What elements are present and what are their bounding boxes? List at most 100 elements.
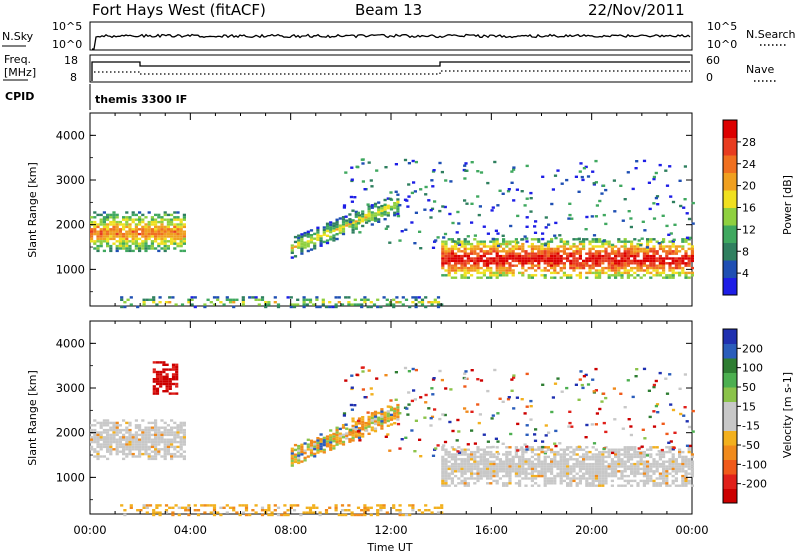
echo-cell (575, 460, 579, 463)
echo-cell (521, 458, 525, 461)
echo-cell (106, 244, 110, 248)
echo-cell (176, 445, 180, 449)
echo-cell (160, 438, 164, 441)
echo-cell (511, 259, 515, 263)
echo-cell (238, 504, 242, 507)
echo-cell (141, 228, 145, 231)
echo-cell (337, 513, 341, 517)
echo-cell (661, 422, 665, 425)
echo-cell (581, 178, 585, 182)
echo-cell (662, 262, 666, 265)
echo-cell (159, 373, 163, 376)
echo-cell (604, 479, 608, 483)
echo-cell (658, 257, 662, 260)
echo-cell (559, 477, 563, 480)
echo-cell (394, 163, 398, 166)
echo-cell (639, 453, 643, 456)
echo-cell (257, 298, 261, 301)
echo-cell (160, 228, 164, 231)
echo-cell (610, 462, 614, 466)
echo-cell (674, 262, 678, 265)
echo-cell (498, 460, 502, 463)
echo-cell (338, 437, 342, 440)
echo-cell (96, 421, 100, 425)
echo-cell (128, 223, 132, 226)
echo-cell (492, 472, 496, 475)
echo-cell (598, 254, 602, 258)
echo-cell (655, 250, 659, 253)
echo-cell (470, 266, 474, 270)
echo-cell (674, 479, 678, 483)
echo-cell (96, 213, 100, 217)
echo-cell (490, 209, 494, 212)
echo-cell (157, 228, 161, 231)
echo-cell (610, 259, 614, 263)
echo-cell (170, 230, 174, 233)
echo-cell (134, 431, 138, 434)
echo-cell (182, 249, 186, 253)
echo-cell (610, 257, 614, 260)
echo-cell (553, 479, 557, 483)
echo-cell (620, 259, 624, 263)
echo-cell (572, 453, 576, 456)
freq-panel: Freq. [MHz] 18 8 60 0 Nave (3, 53, 776, 84)
echo-cell (125, 421, 129, 425)
echo-cell (530, 474, 534, 478)
echo-cell (643, 229, 647, 232)
x-tick-labels: 00:00 04:00 08:00 12:00 16:00 20:00 00:00 (73, 523, 708, 537)
echo-cell (495, 462, 499, 466)
echo-cell (498, 264, 502, 267)
echo-cell (626, 474, 630, 478)
echo-cell (329, 226, 333, 229)
echo-cell (655, 274, 659, 277)
echo-cell (166, 438, 170, 441)
echo-cell (152, 301, 156, 304)
echo-cell (182, 450, 186, 453)
echo-cell (106, 424, 110, 427)
echo-cell (118, 431, 122, 434)
echo-cell (524, 472, 528, 475)
echo-cell (559, 472, 563, 475)
echo-cell (370, 412, 374, 415)
echo-cell (179, 426, 183, 429)
echo-cell (512, 376, 516, 379)
echo-cell (309, 229, 314, 232)
x-tick-label: 20:00 (575, 523, 608, 537)
echo-cell (321, 301, 325, 304)
echo-cell (286, 296, 290, 299)
echo-cell (601, 450, 605, 454)
echo-cell (147, 445, 151, 449)
echo-cell (389, 413, 394, 417)
echo-cell (585, 271, 589, 275)
echo-cell (182, 232, 186, 236)
echo-cell (348, 440, 352, 443)
echo-cell (340, 303, 345, 306)
echo-cell (646, 264, 650, 267)
echo-cell (303, 451, 307, 455)
echo-cell (601, 453, 605, 456)
echo-cell (523, 412, 527, 415)
echo-cell (419, 188, 423, 191)
velocity-colorbar-label: Velocity [m s-1] (781, 372, 794, 458)
echo-cell (134, 438, 138, 441)
echo-cell (300, 252, 304, 255)
echo-cell (642, 274, 646, 277)
echo-cell (384, 435, 388, 438)
echo-cell (436, 444, 440, 447)
echo-cell (344, 513, 348, 517)
echo-cell (582, 375, 586, 378)
echo-cell (162, 378, 166, 381)
echo-cell (591, 465, 595, 468)
echo-cell (254, 296, 258, 299)
echo-cell (166, 445, 170, 449)
echo-cell (163, 445, 167, 449)
echo-cell (413, 190, 417, 193)
echo-cell (476, 170, 480, 173)
echo-cell (165, 378, 169, 381)
echo-cell (575, 458, 579, 461)
echo-cell (152, 511, 156, 514)
echo-cell (537, 474, 541, 478)
echo-cell (489, 262, 493, 265)
nave-tick-bottom: 0 (706, 71, 713, 84)
echo-cell (690, 453, 694, 456)
